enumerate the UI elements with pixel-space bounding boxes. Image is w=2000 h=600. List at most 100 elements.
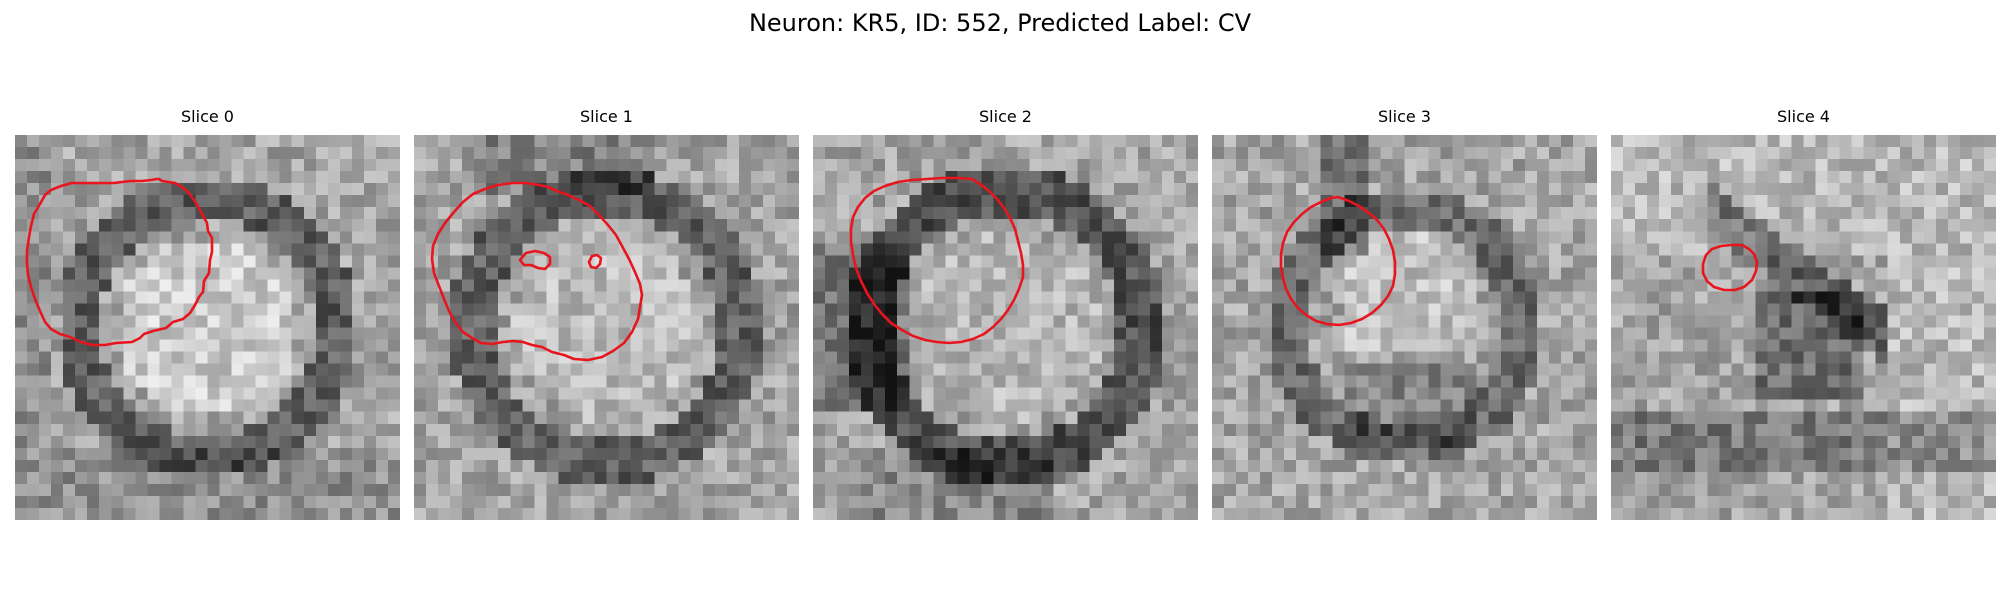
image-pixel: [1452, 303, 1466, 317]
image-pixel: [1440, 471, 1454, 485]
image-pixel: [1623, 135, 1637, 148]
image-pixel: [303, 423, 317, 437]
image-pixel: [1161, 279, 1175, 293]
image-pixel: [111, 363, 125, 377]
image-pixel: [1731, 315, 1745, 329]
image-pixel: [135, 483, 149, 497]
image-pixel: [363, 495, 377, 509]
image-pixel: [1041, 279, 1055, 293]
image-pixel: [909, 495, 923, 509]
image-pixel: [171, 219, 185, 233]
image-pixel: [726, 507, 740, 520]
image-pixel: [897, 387, 911, 401]
image-pixel: [1137, 363, 1151, 377]
image-pixel: [315, 423, 329, 437]
image-pixel: [558, 483, 572, 497]
image-pixel: [510, 171, 524, 185]
image-pixel: [1803, 399, 1817, 413]
image-pixel: [1779, 339, 1793, 353]
image-pixel: [1683, 159, 1697, 173]
image-pixel: [702, 411, 716, 425]
image-pixel: [1899, 255, 1913, 269]
image-pixel: [375, 303, 389, 317]
image-pixel: [1683, 279, 1697, 293]
image-pixel: [474, 411, 488, 425]
image-pixel: [111, 471, 125, 485]
image-pixel: [582, 303, 596, 317]
image-pixel: [1332, 159, 1346, 173]
image-pixel: [1611, 195, 1624, 209]
image-pixel: [774, 315, 788, 329]
image-pixel: [1173, 231, 1187, 245]
image-pixel: [147, 183, 161, 197]
image-pixel: [1851, 183, 1865, 197]
image-pixel: [993, 135, 1007, 148]
image-pixel: [315, 255, 329, 269]
image-pixel: [1173, 351, 1187, 365]
image-pixel: [1041, 195, 1055, 209]
image-pixel: [438, 255, 452, 269]
image-pixel: [1983, 399, 1996, 413]
image-pixel: [1224, 279, 1238, 293]
image-pixel: [1320, 207, 1334, 221]
image-pixel: [315, 471, 329, 485]
image-pixel: [135, 375, 149, 389]
image-pixel: [849, 399, 863, 413]
image-pixel: [774, 195, 788, 209]
image-pixel: [1332, 411, 1346, 425]
image-pixel: [1731, 219, 1745, 233]
image-pixel: [1392, 435, 1406, 449]
image-pixel: [1053, 351, 1067, 365]
image-pixel: [315, 279, 329, 293]
image-pixel: [387, 363, 400, 377]
image-pixel: [1041, 435, 1055, 449]
image-pixel: [702, 219, 716, 233]
image-pixel: [303, 291, 317, 305]
image-pixel: [1161, 135, 1175, 148]
image-pixel: [99, 303, 113, 317]
image-pixel: [1065, 363, 1079, 377]
image-pixel: [1332, 471, 1346, 485]
image-pixel: [534, 303, 548, 317]
image-pixel: [981, 411, 995, 425]
image-pixel: [546, 423, 560, 437]
image-pixel: [1500, 159, 1514, 173]
image-pixel: [207, 507, 221, 520]
image-pixel: [1863, 339, 1877, 353]
image-pixel: [1224, 435, 1238, 449]
image-pixel: [969, 447, 983, 461]
image-pixel: [1053, 315, 1067, 329]
image-pixel: [450, 135, 464, 148]
image-pixel: [1488, 339, 1502, 353]
image-pixel: [1017, 339, 1031, 353]
image-pixel: [1611, 459, 1624, 473]
image-pixel: [123, 375, 137, 389]
image-pixel: [678, 231, 692, 245]
image-pixel: [75, 483, 89, 497]
image-pixel: [873, 375, 887, 389]
image-pixel: [363, 255, 377, 269]
image-pixel: [387, 339, 400, 353]
image-pixel: [738, 243, 752, 257]
image-pixel: [207, 375, 221, 389]
image-pixel: [75, 459, 89, 473]
image-pixel: [510, 231, 524, 245]
image-pixel: [630, 507, 644, 520]
image-pixel: [618, 375, 632, 389]
image-pixel: [678, 435, 692, 449]
image-pixel: [111, 351, 125, 365]
image-pixel: [606, 147, 620, 161]
image-pixel: [339, 207, 353, 221]
image-pixel: [1755, 255, 1769, 269]
image-pixel: [1584, 507, 1597, 520]
image-pixel: [1815, 195, 1829, 209]
image-pixel: [1695, 435, 1709, 449]
image-pixel: [1536, 339, 1550, 353]
image-pixel: [171, 279, 185, 293]
image-pixel: [1077, 279, 1091, 293]
image-pixel: [1935, 231, 1949, 245]
image-pixel: [1053, 363, 1067, 377]
image-pixel: [171, 303, 185, 317]
image-pixel: [99, 135, 113, 148]
image-pixel: [873, 255, 887, 269]
